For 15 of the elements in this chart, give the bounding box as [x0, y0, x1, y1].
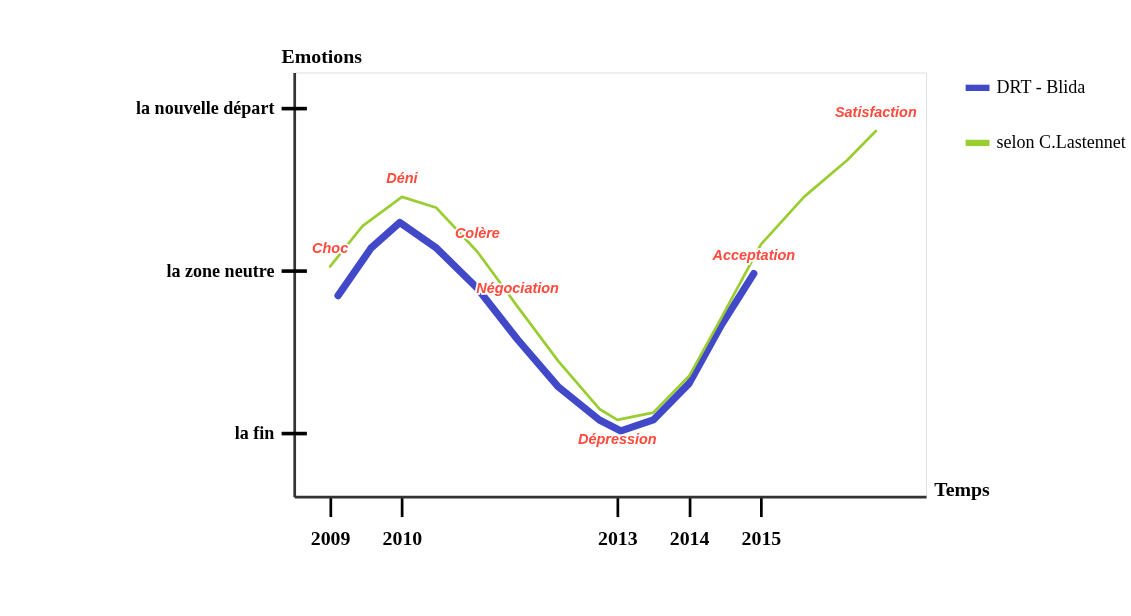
x-axis-title: Temps [934, 478, 991, 501]
x-tick-label: 2010 [382, 527, 423, 550]
x-tick-label: 2013 [597, 527, 638, 550]
x-tick-label: 2014 [669, 527, 710, 550]
annotation: Dépression [578, 431, 657, 448]
x-tick-label: 2015 [741, 527, 782, 550]
text: la zone neutre [166, 260, 275, 281]
x-tick-label: 2009 [310, 527, 351, 550]
text: la fin [234, 422, 275, 443]
legend-label: selon C.Lastennet [996, 132, 1126, 153]
text: la nouvelle départ [136, 98, 275, 119]
legend-label: DRT - Blida [996, 77, 1086, 98]
annotation: Déni [386, 170, 419, 187]
annotation: Satisfaction [834, 104, 917, 121]
y-axis-title: Emotions [281, 45, 363, 68]
